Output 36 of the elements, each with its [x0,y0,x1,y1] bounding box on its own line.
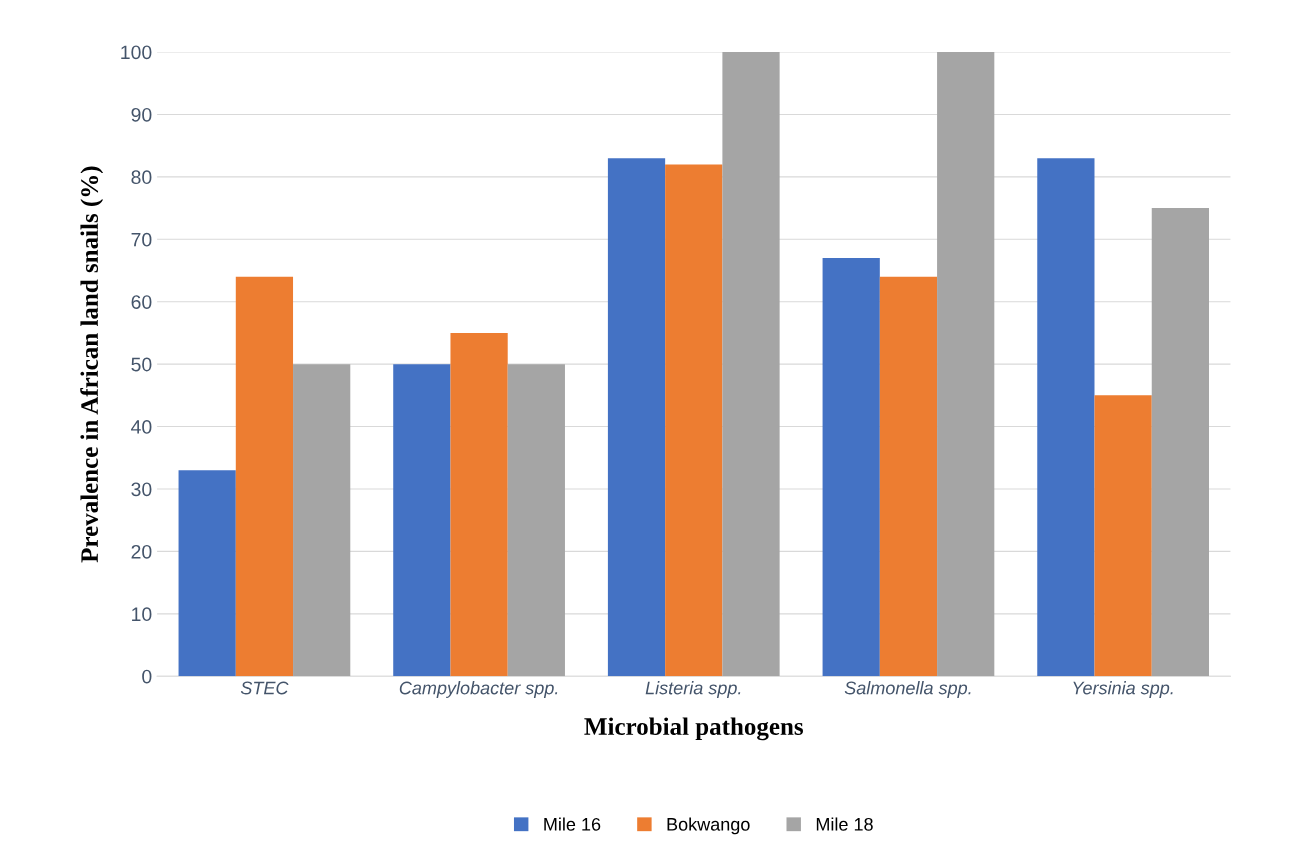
y-tick-label: 0 [142,669,152,684]
bar [1037,158,1095,677]
bar [722,52,780,677]
bar [235,276,294,677]
x-axis-title: Microbial pathogens [584,717,804,741]
y-tick-label: 10 [132,607,152,622]
bar [393,364,451,677]
y-axis-title: Prevalence in African land snails (%) [80,166,104,563]
bar [1151,208,1209,677]
bar [1094,395,1152,677]
y-tick-label: 50 [131,357,152,372]
bar [665,164,723,677]
x-tick-label: Yersinia spp. [1073,681,1173,698]
y-tick-label: 40 [131,420,152,434]
y-tick-label: 90 [131,107,152,122]
legend-label: Mile 18 [816,817,873,831]
x-tick-label: Campylobacter spp. [399,681,558,698]
y-tick-label: 30 [131,482,152,497]
bar [293,364,351,677]
bar [507,364,565,677]
y-tick-label: 60 [131,295,152,309]
bar [879,276,938,677]
bar [607,158,666,677]
legend-label: Mile 16 [544,817,601,831]
bar [822,258,880,677]
bar [450,332,508,677]
bar [937,52,995,677]
y-tick-label: 20 [131,544,152,559]
y-tick-label: 100 [121,45,152,60]
bar [178,470,236,677]
y-tick-label: 70 [131,232,152,247]
x-tick-label: Salmonella spp. [844,681,971,698]
legend-label: Bokwango [667,817,750,835]
x-tick-label: Listeria spp. [645,681,741,698]
y-tick-label: 80 [131,170,152,185]
x-tick-label: STEC [240,681,289,695]
